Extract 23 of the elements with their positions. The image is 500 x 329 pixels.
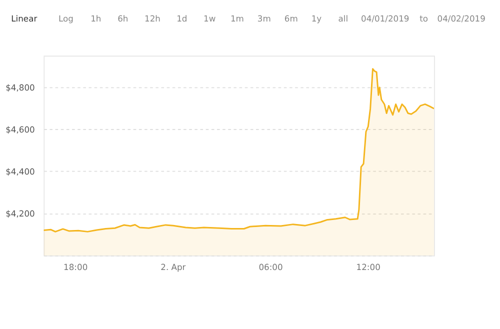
text: 12h — [144, 13, 160, 24]
x-tick-label: 2. Apr — [160, 262, 186, 272]
x-tick-label: 12:00 — [356, 262, 380, 272]
text: 6m — [284, 13, 298, 24]
text: all — [338, 13, 348, 24]
text: 1m — [230, 13, 244, 24]
text: 1d — [176, 13, 188, 24]
text: 04/02/2019 — [437, 13, 486, 24]
text: Linear — [11, 13, 38, 24]
x-tick-label: 06:00 — [258, 262, 283, 272]
y-tick-label: $4,600 — [6, 124, 35, 135]
text: 1y — [311, 13, 322, 24]
x-tick-label: 18:00 — [64, 262, 88, 272]
text: 1w — [204, 13, 216, 24]
y-tick-label: $4,400 — [6, 166, 35, 177]
y-tick-label: $4,200 — [6, 208, 35, 219]
text: Log — [58, 13, 74, 24]
text: 04/01/2019 — [361, 13, 410, 24]
y-tick-label: $4,800 — [6, 82, 35, 92]
text: to — [420, 13, 428, 24]
text: 1h — [90, 13, 102, 24]
text: 6h — [118, 13, 128, 24]
text: 3m — [257, 13, 271, 24]
